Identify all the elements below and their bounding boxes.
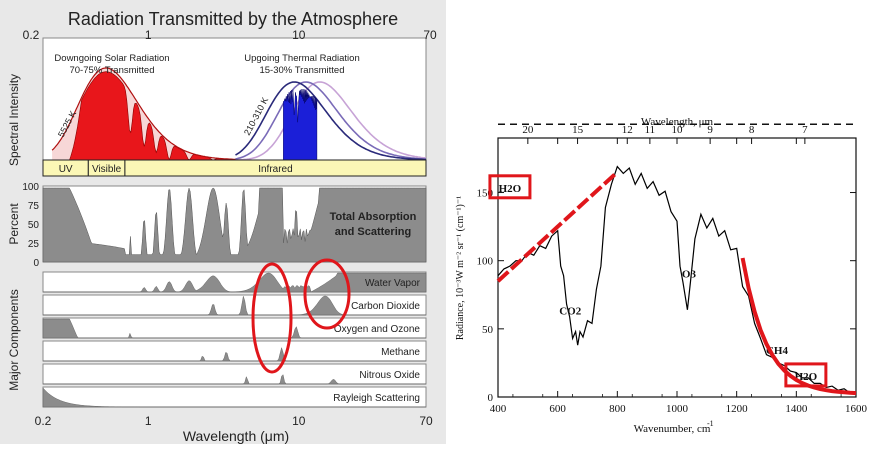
absorption-ytick-label: 0 — [33, 258, 39, 269]
atmosphere-transmission-svg: Radiation Transmitted by the Atmosphere 0… — [7, 9, 437, 444]
annotation-ellipse — [251, 262, 293, 374]
atmosphere-transmission-chart: Radiation Transmitted by the Atmosphere 0… — [0, 0, 446, 444]
bottom-tick-label: 10 — [292, 414, 306, 428]
annotation-trend-line — [496, 170, 619, 283]
component-label: Oxygen and Ozone — [334, 324, 421, 335]
band-label: Visible — [92, 164, 122, 175]
gas-annotation: H2O — [488, 174, 532, 200]
top-tick-label: 10 — [672, 124, 684, 136]
chart-title: Radiation Transmitted by the Atmosphere — [68, 9, 398, 29]
x-axis-label-sup: -1 — [707, 419, 714, 428]
bottom-tick-label: 0.2 — [35, 414, 52, 428]
x-tick-label: 400 — [490, 403, 507, 415]
top-axis-label: Wavelength, μm — [641, 116, 714, 128]
gas-annotation: O3 — [682, 269, 697, 281]
y-tick-label: 0 — [488, 392, 494, 404]
bottom-tick-label: 1 — [145, 414, 152, 428]
radiance-spectrum-chart: 400 600 800 1000 1200 1400 1600 0 50 100 150 20 15 12… — [446, 0, 884, 444]
band-label: UV — [59, 164, 73, 175]
annotation-box — [488, 174, 532, 200]
top-tick-label: 10 — [292, 28, 306, 42]
thermal-blackbody-curve — [235, 81, 426, 161]
solar-label-line2: 70-75% Transmitted — [69, 65, 154, 76]
gas-label: CO2 — [559, 305, 582, 317]
gas-label: O3 — [682, 269, 697, 281]
absorption-ytick-label: 100 — [22, 182, 39, 193]
top-tick-label: 1 — [145, 28, 152, 42]
annotation-decay-line — [740, 257, 857, 396]
absorption-label-line1: Total Absorption — [330, 211, 417, 223]
annotation-ellipse — [303, 258, 351, 330]
component-label: Methane — [381, 347, 420, 358]
x-axis-label: Wavenumber, cm — [634, 423, 711, 435]
band-infrared — [124, 159, 427, 177]
percent-axis-label: Percent — [7, 203, 21, 245]
top-tick-label: 20 — [522, 124, 534, 136]
x-tick-label: 600 — [549, 403, 566, 415]
measured-spectrum-line — [497, 165, 857, 394]
component-label: Water Vapor — [365, 278, 421, 289]
x-axis-label: Wavelength (μm) — [183, 428, 289, 444]
component-row-frame — [42, 340, 427, 362]
absorption-ytick-label: 25 — [28, 239, 40, 250]
component-absorption-area — [43, 374, 426, 385]
total-absorption-area — [42, 187, 427, 263]
thermal-label-line2: 15-30% Transmitted — [259, 65, 344, 76]
y-tick-label: 50 — [482, 324, 494, 336]
y-axis-label: Radiance, 10⁻³W m⁻² sr⁻¹ (cm⁻¹)⁻¹ — [455, 196, 466, 340]
top-tick-label: 70 — [423, 28, 437, 42]
component-absorption-area — [42, 387, 426, 408]
x-tick-label: 1000 — [666, 403, 689, 415]
absorption-label-line2: and Scattering — [335, 226, 411, 238]
thermal-transmitted-area — [283, 88, 318, 161]
major-components-label: Major Components — [7, 289, 21, 390]
bottom-tick-label: 70 — [419, 414, 433, 428]
x-tick-label: 800 — [609, 403, 626, 415]
top-tick-label: 11 — [645, 124, 656, 136]
component-label: Nitrous Oxide — [359, 370, 420, 381]
top-tick-label: 9 — [707, 124, 713, 136]
top-tick-label: 0.2 — [23, 28, 40, 42]
y-tick-label: 100 — [477, 256, 494, 268]
top-tick-label: 12 — [622, 124, 633, 136]
x-tick-label: 1600 — [845, 403, 868, 415]
absorption-ytick-label: 50 — [28, 220, 40, 231]
component-absorption-area — [43, 346, 426, 362]
component-label: Rayleigh Scattering — [333, 393, 420, 404]
thermal-label-line1: Upgoing Thermal Radiation — [244, 53, 359, 64]
gas-annotation: CO2 — [559, 305, 582, 317]
x-tick-label: 1200 — [726, 403, 749, 415]
solar-blackbody-curve — [51, 67, 239, 160]
gas-label: H2O — [499, 183, 522, 195]
solar-transmitted-area — [52, 71, 240, 161]
absorption-ytick-label: 75 — [28, 201, 40, 212]
band-label: Infrared — [258, 164, 292, 175]
component-absorption-area — [43, 272, 427, 293]
solar-label-line1: Downgoing Solar Radiation — [54, 53, 169, 64]
x-tick-label: 1400 — [785, 403, 808, 415]
thermal-blackbody-curve — [235, 81, 427, 160]
component-absorption-area — [43, 295, 426, 316]
top-tick-label: 7 — [802, 124, 808, 136]
component-absorption-area — [42, 318, 426, 339]
spectral-intensity-label: Spectral Intensity — [7, 74, 21, 166]
plot-frame — [497, 137, 857, 398]
component-label: Carbon Dioxide — [351, 301, 420, 312]
thermal-blackbody-curve — [235, 81, 427, 161]
top-tick-label: 8 — [749, 124, 755, 136]
top-tick-label: 15 — [572, 124, 584, 136]
